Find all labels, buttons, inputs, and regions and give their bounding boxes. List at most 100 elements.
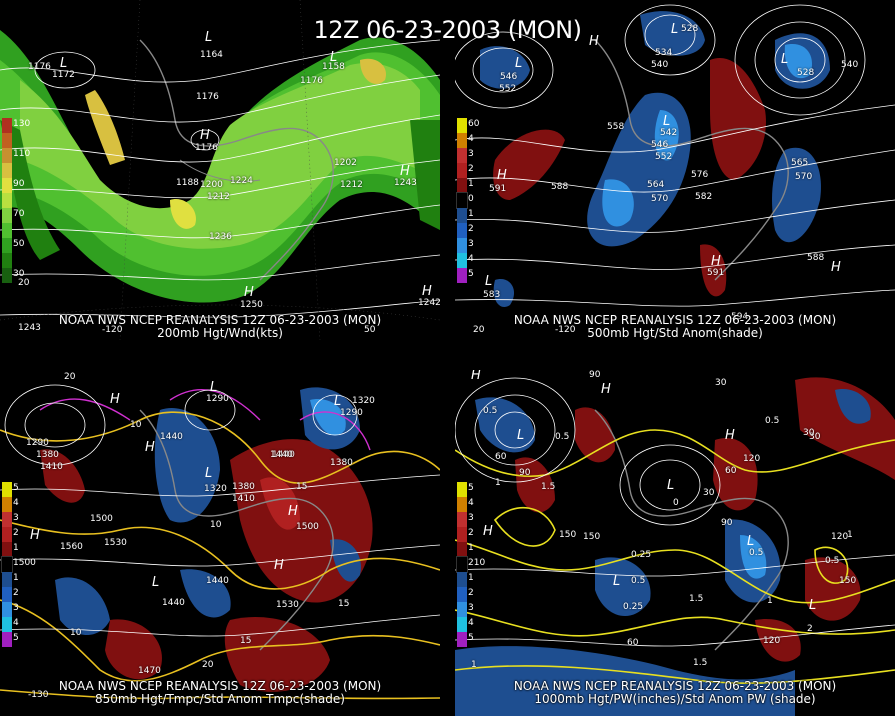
pressure-center: L [205, 466, 213, 481]
label: 10 [70, 628, 82, 638]
label: 0.5 [631, 576, 646, 586]
label: 1410 [40, 462, 63, 472]
label: 1500 [90, 514, 113, 524]
label: 552 [655, 152, 673, 162]
legend-row: 3 [457, 148, 489, 163]
label: 2 [807, 624, 813, 634]
legend-row: 60 [457, 118, 489, 133]
legend-row: 30 [2, 268, 34, 283]
label: 594 [731, 312, 749, 322]
panel-1000mb: 5 4 3 2 1 210 1 2 3 4 5 90 0.5 0.5 1 1.5 60 90 150… [455, 370, 895, 716]
label: 1242 [418, 298, 440, 308]
pressure-center: H [725, 428, 735, 443]
pressure-center: H [30, 528, 40, 543]
legend-swatch [2, 163, 12, 178]
legend-row: 2 [457, 587, 489, 602]
legend-swatch [2, 572, 12, 587]
legend-swatch [2, 193, 12, 208]
legend-row: 4 [457, 617, 489, 632]
pressure-center: L [334, 394, 342, 409]
pressure-center: H [244, 285, 254, 300]
label: 1.5 [693, 658, 708, 668]
legend-swatch [2, 178, 12, 193]
legend-row: 110 [2, 148, 34, 163]
label: 20 [64, 372, 76, 382]
legend-row: 1 [2, 572, 34, 587]
legend-swatch [457, 587, 467, 602]
pressure-center: H [589, 34, 599, 49]
legend-850mb: 5 4 3 2 1 1500 1 2 3 4 5 [1, 482, 36, 647]
pressure-center: L [667, 478, 675, 493]
caption-200mb: NOAA NWS NCEP REANALYSIS 12Z 06-23-2003 … [0, 314, 440, 340]
label: 1440 [162, 598, 185, 608]
legend-label: 4 [468, 498, 474, 508]
legend-label: 2 [468, 588, 474, 598]
legend-swatch [2, 208, 12, 223]
legend-row: 130 [2, 118, 34, 133]
legend-label: 2 [13, 528, 19, 538]
legend-swatch [2, 223, 12, 238]
label: 30 [809, 432, 821, 442]
label: 0.5 [765, 416, 780, 426]
pressure-center: L [663, 114, 671, 129]
legend-swatch [457, 497, 467, 512]
legend-label: 5 [468, 633, 474, 643]
label: 30 [803, 428, 815, 438]
map-200mb [0, 0, 440, 340]
label: 1380 [232, 482, 255, 492]
label: 90 [589, 370, 601, 380]
pressure-center: H [601, 382, 611, 397]
legend-row [2, 253, 34, 268]
legend-swatch [456, 556, 468, 573]
caption-line-1: NOAA NWS NCEP REANALYSIS 12Z 06-23-2003 … [513, 679, 837, 693]
label: 15 [240, 636, 252, 646]
label: 540 [841, 60, 859, 70]
legend-row: 2 [457, 527, 489, 542]
label: 30 [715, 378, 727, 388]
legend-label: 2 [468, 224, 474, 234]
label: -120 [102, 325, 123, 335]
label: 0.5 [749, 548, 764, 558]
panel-850mb: 5 4 3 2 1 1500 1 2 3 4 5 20 10 1290 1380 1410 1440… [0, 370, 440, 716]
label: 1470 [138, 666, 161, 676]
legend-label: 1 [13, 543, 19, 553]
label: 60 [725, 466, 737, 476]
pressure-center: H [711, 254, 721, 269]
legend-row: 5 [2, 632, 34, 647]
label: 20 [473, 325, 485, 335]
label: 588 [807, 253, 825, 263]
legend-row: 2 [2, 587, 34, 602]
panel-200mb: 130 110 90 70 50 30 1176 1172 1164 1158 1176 … [0, 0, 440, 340]
label: 1530 [276, 600, 299, 610]
label: 1172 [52, 70, 75, 80]
legend-swatch [2, 527, 12, 542]
label: 1.5 [541, 482, 556, 492]
legend-label: 90 [13, 179, 25, 189]
legend-row: 3 [457, 602, 489, 617]
label: 1440 [270, 450, 293, 460]
map-850mb [0, 384, 440, 700]
legend-label: 5 [468, 269, 474, 279]
legend-label: 30 [13, 269, 25, 279]
pressure-center: L [517, 428, 525, 443]
legend-swatch [2, 617, 12, 632]
pressure-center: H [200, 128, 210, 143]
legend-swatch [2, 482, 12, 497]
pressure-center: L [747, 534, 755, 549]
label: 1158 [322, 62, 345, 72]
legend-label: 5 [468, 483, 474, 493]
label: 90 [721, 518, 733, 528]
legend-row: 4 [2, 497, 34, 512]
caption-line-2: 850mb Hgt/Tmpc/Std Anom Tmpc(shade) [95, 692, 345, 706]
legend-row: 4 [457, 497, 489, 512]
legend-label: 2 [468, 528, 474, 538]
label: 1.5 [689, 594, 704, 604]
label: 1440 [272, 450, 295, 460]
legend-swatch [2, 497, 12, 512]
label: 528 [681, 24, 699, 34]
legend-swatch [457, 512, 467, 527]
legend-swatch [2, 268, 12, 283]
legend-swatch [457, 118, 467, 133]
legend-label: 3 [468, 239, 474, 249]
label: 558 [607, 122, 625, 132]
